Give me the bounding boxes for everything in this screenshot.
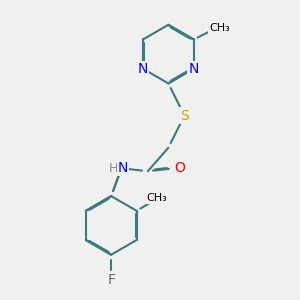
Text: H: H bbox=[109, 162, 118, 175]
Text: N: N bbox=[118, 161, 128, 175]
Text: F: F bbox=[107, 273, 115, 286]
Text: CH₃: CH₃ bbox=[209, 23, 230, 33]
Text: N: N bbox=[138, 62, 148, 76]
Text: O: O bbox=[174, 161, 185, 175]
Text: N: N bbox=[188, 62, 199, 76]
Text: S: S bbox=[180, 109, 189, 123]
Text: CH₃: CH₃ bbox=[147, 193, 167, 203]
